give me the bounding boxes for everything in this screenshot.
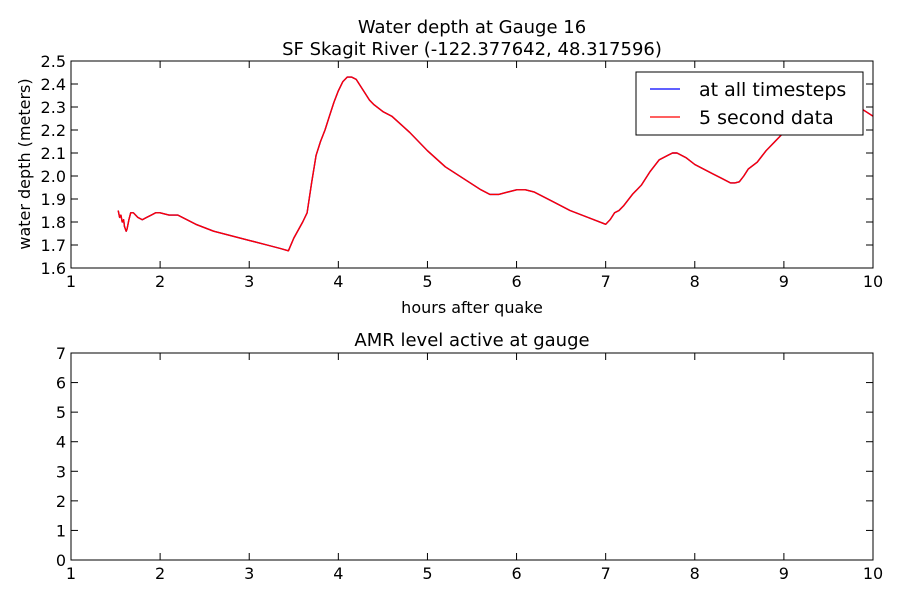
y-tick-label: 1 — [56, 521, 66, 540]
y-tick-label: 1.9 — [41, 190, 66, 209]
y-tick-label: 4 — [56, 433, 66, 452]
x-tick-label: 5 — [422, 272, 432, 291]
y-tick-label: 2.5 — [41, 52, 66, 71]
series-line-5-second — [117, 76, 874, 252]
y-tick-label: 2.1 — [41, 144, 66, 163]
y-tick-label: 2.3 — [41, 98, 66, 117]
chart-title: Water depth at Gauge 16 — [358, 17, 586, 38]
x-tick-label: 1 — [66, 564, 76, 583]
y-tick-label: 5 — [56, 403, 66, 422]
x-tick-label: 9 — [779, 272, 789, 291]
amr-chart-title: AMR level active at gauge — [354, 330, 589, 351]
x-tick-label: 2 — [155, 564, 165, 583]
y-tick-label: 6 — [56, 374, 66, 393]
y-tick-label: 1.8 — [41, 213, 66, 232]
y-tick-label: 2 — [56, 492, 66, 511]
x-tick-label: 10 — [863, 564, 883, 583]
x-tick-label: 7 — [601, 272, 611, 291]
x-tick-label: 10 — [863, 272, 883, 291]
y-tick-label: 2.2 — [41, 121, 66, 140]
x-tick-label: 6 — [511, 564, 521, 583]
amr-plot-frame — [70, 352, 874, 561]
x-tick-label: 3 — [244, 564, 254, 583]
y-tick-label: 2.0 — [41, 167, 66, 186]
x-tick-label: 4 — [333, 272, 343, 291]
legend-label-all-timesteps: at all timesteps — [699, 79, 846, 101]
x-tick-label: 8 — [690, 564, 700, 583]
legend: at all timesteps 5 second data — [635, 71, 864, 136]
y-tick-label: 1.6 — [41, 259, 66, 278]
y-tick-label: 0 — [56, 551, 66, 570]
x-tick-label: 3 — [244, 272, 254, 291]
x-tick-label: 5 — [422, 564, 432, 583]
chart-subtitle: SF Skagit River (-122.377642, 48.317596) — [282, 39, 662, 60]
y-tick-label: 2.4 — [41, 75, 66, 94]
amr-level-chart: AMR level active at gauge 1 2 3 4 5 6 7 8 9 10012… — [56, 330, 883, 583]
x-tick-label: 8 — [690, 272, 700, 291]
legend-label-5-second: 5 second data — [699, 107, 834, 129]
water-depth-plot-frame — [70, 60, 874, 269]
y-tick-label: 7 — [56, 344, 66, 363]
x-tick-label: 7 — [601, 564, 611, 583]
x-tick-label: 1 — [66, 272, 76, 291]
y-axis-label: water depth (meters) — [15, 78, 34, 249]
y-tick-label: 3 — [56, 462, 66, 481]
y-tick-label: 1.7 — [41, 236, 66, 255]
x-tick-label: 4 — [333, 564, 343, 583]
water-depth-axis-ticks: 1 2 3 4 5 6 7 8 9 10 1.6 1.7 1.8 1.9 2.0 2.1 2.2 2.3 2.4 2.… — [41, 52, 884, 291]
x-tick-label: 9 — [779, 564, 789, 583]
x-tick-label: 6 — [511, 272, 521, 291]
x-axis-label: hours after quake — [401, 298, 543, 317]
water-depth-series-group — [117, 76, 874, 252]
legend-box — [635, 71, 864, 136]
x-tick-label: 2 — [155, 272, 165, 291]
water-depth-chart: Water depth at Gauge 16 SF Skagit River … — [15, 17, 883, 317]
